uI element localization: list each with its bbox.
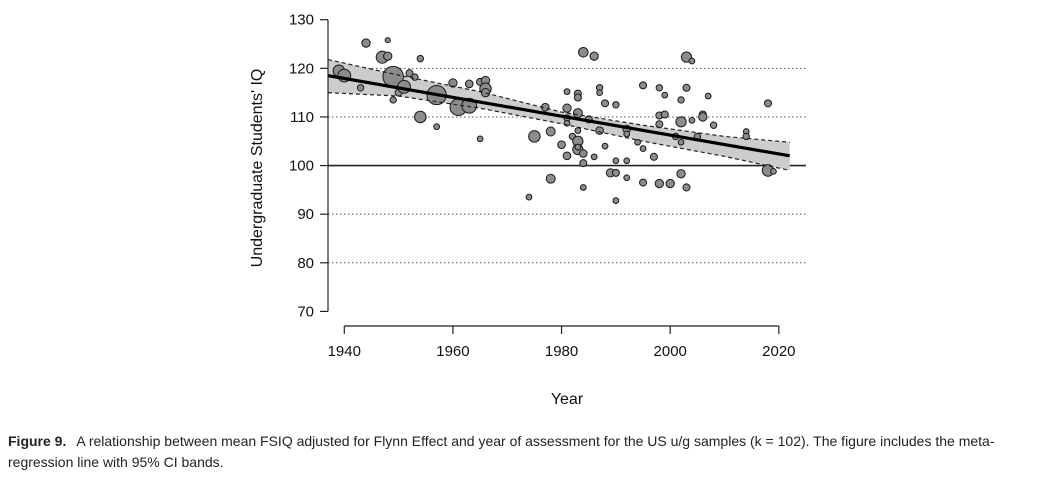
data-point: [557, 140, 566, 150]
data-point: [579, 184, 587, 191]
data-point: [405, 69, 414, 78]
data-point: [416, 54, 425, 63]
data-point: [384, 37, 391, 44]
data-point: [682, 83, 691, 92]
y-tick-label: 120: [289, 60, 314, 77]
data-point: [389, 96, 397, 104]
ci-lower-bound: [327, 92, 790, 172]
data-point: [573, 93, 582, 102]
data-point: [414, 110, 427, 124]
data-point: [433, 123, 441, 131]
chart: 70 80 90 100 110 120 130 1940 1960 1980 2000 2020 U…: [249, 12, 806, 408]
data-point: [612, 197, 620, 204]
x-axis-title: Year: [551, 391, 584, 408]
data-point: [595, 126, 604, 135]
data-point: [480, 87, 491, 98]
data-point: [574, 127, 582, 134]
x-tick-label: 2020: [762, 343, 795, 360]
data-point: [563, 88, 571, 96]
gridlines: [328, 67, 806, 264]
data-point: [639, 145, 647, 152]
data-point: [623, 157, 631, 165]
data-point: [578, 149, 588, 158]
x-tick-label: 2000: [654, 343, 687, 360]
data-point: [383, 51, 393, 61]
data-points: [332, 37, 777, 204]
data-point: [639, 81, 648, 90]
data-point: [661, 91, 669, 99]
data-point: [655, 120, 664, 129]
data-point: [770, 168, 777, 175]
data-point: [709, 121, 718, 129]
data-point: [655, 84, 664, 92]
x-tick-label: 1980: [545, 343, 578, 360]
y-axis-title: Undergraduate Students' IQ: [249, 69, 266, 268]
data-point: [572, 108, 583, 119]
data-point: [601, 99, 610, 108]
figure-caption: Figure 9. A relationship between mean FSI…: [8, 431, 1054, 473]
data-point: [611, 168, 620, 177]
y-tick-label: 70: [297, 303, 314, 320]
data-point: [688, 116, 696, 124]
ci-upper-bound: [327, 59, 790, 143]
data-point: [665, 178, 675, 189]
data-point: [688, 57, 696, 65]
regression-layer: [327, 59, 790, 172]
y-tick-label: 80: [297, 255, 314, 272]
data-point: [528, 130, 541, 143]
data-point: [590, 153, 598, 161]
data-point: [356, 84, 365, 92]
figure-caption-text: A relationship between mean FSIQ adjuste…: [8, 433, 995, 470]
data-point: [545, 173, 556, 184]
data-point: [545, 126, 556, 137]
y-tick-label: 100: [289, 158, 314, 175]
x-tick-label: 1940: [328, 343, 361, 360]
data-point: [601, 142, 609, 150]
data-point: [639, 178, 648, 187]
data-point: [579, 159, 588, 168]
data-point: [698, 112, 708, 122]
data-point: [596, 89, 603, 97]
data-point: [612, 101, 620, 109]
data-point: [677, 138, 685, 146]
data-point: [675, 116, 687, 128]
y-tick-label: 90: [297, 206, 314, 223]
data-point: [525, 193, 533, 201]
axes: 70 80 90 100 110 120 130 1940 1960 1980 2000 2020: [289, 12, 796, 360]
data-point: [704, 92, 712, 100]
data-point: [660, 110, 669, 119]
data-point: [682, 183, 691, 192]
data-point: [612, 157, 620, 165]
data-point: [654, 178, 665, 189]
y-tick-label: 110: [290, 109, 314, 126]
data-point: [574, 143, 582, 151]
data-point: [623, 174, 631, 182]
data-point: [623, 130, 631, 138]
data-point: [562, 103, 572, 113]
figure-label: Figure 9.: [8, 433, 67, 449]
data-point: [562, 151, 572, 161]
data-point: [361, 38, 371, 48]
data-point: [649, 152, 658, 161]
data-point: [677, 96, 685, 104]
data-point: [589, 51, 599, 61]
data-point: [676, 169, 686, 179]
data-point: [448, 78, 458, 88]
data-point: [464, 79, 474, 89]
data-point: [476, 135, 484, 143]
data-point: [577, 46, 589, 58]
regression-line: [327, 74, 790, 158]
y-tick-label: 130: [289, 12, 314, 29]
x-tick-label: 1960: [436, 343, 469, 360]
data-point: [763, 99, 772, 108]
